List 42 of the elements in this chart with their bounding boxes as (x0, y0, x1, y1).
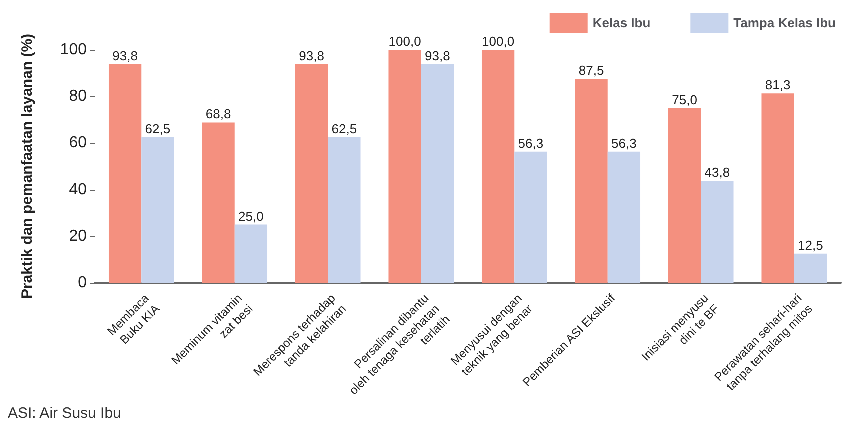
y-tick-label: 60 (69, 134, 88, 152)
data-label: 93,8 (299, 48, 324, 64)
bar (295, 64, 328, 283)
data-label: 93,8 (112, 48, 138, 64)
data-label: 81,3 (765, 78, 791, 93)
y-tick-label: 0 (78, 274, 88, 292)
bar (668, 108, 702, 283)
y-tick-label: 100 (60, 42, 88, 58)
legend-label: Tampa Kelas Ibu (734, 16, 836, 30)
legend-label: Kelas Ibu (592, 16, 651, 30)
data-label: 62,5 (332, 121, 358, 136)
y-tick-label: 80 (69, 88, 88, 106)
bar (202, 122, 235, 283)
y-axis-title: Praktik dan pemanfaatan layanan (%) (19, 34, 36, 300)
data-label: 25,0 (238, 208, 264, 224)
bar (514, 152, 548, 283)
data-label: 100,0 (482, 34, 515, 49)
bar (575, 79, 608, 283)
bar (794, 254, 828, 283)
data-label: 87,5 (578, 63, 604, 78)
bar (388, 50, 422, 283)
bar (142, 137, 174, 283)
bar (108, 64, 142, 283)
y-tick-label: 20 (69, 228, 88, 245)
bar (328, 137, 361, 283)
bar (608, 152, 641, 283)
bar (762, 94, 794, 283)
text: ASI: Air Susu Ibu (8, 405, 122, 422)
bar (234, 224, 268, 283)
bar (701, 180, 734, 283)
bar (482, 50, 515, 283)
data-label: 56,3 (612, 136, 637, 151)
data-label: 100,0 (388, 34, 422, 49)
data-label: 68,8 (206, 106, 232, 122)
data-label: 75,0 (672, 92, 698, 108)
data-label: 12,5 (798, 238, 824, 253)
data-label: 62,5 (145, 121, 171, 136)
data-label: 56,3 (518, 136, 544, 151)
bar (421, 64, 454, 283)
data-label: 93,8 (425, 48, 450, 64)
data-label: 43,8 (704, 164, 730, 180)
y-tick-label: 40 (69, 181, 88, 198)
